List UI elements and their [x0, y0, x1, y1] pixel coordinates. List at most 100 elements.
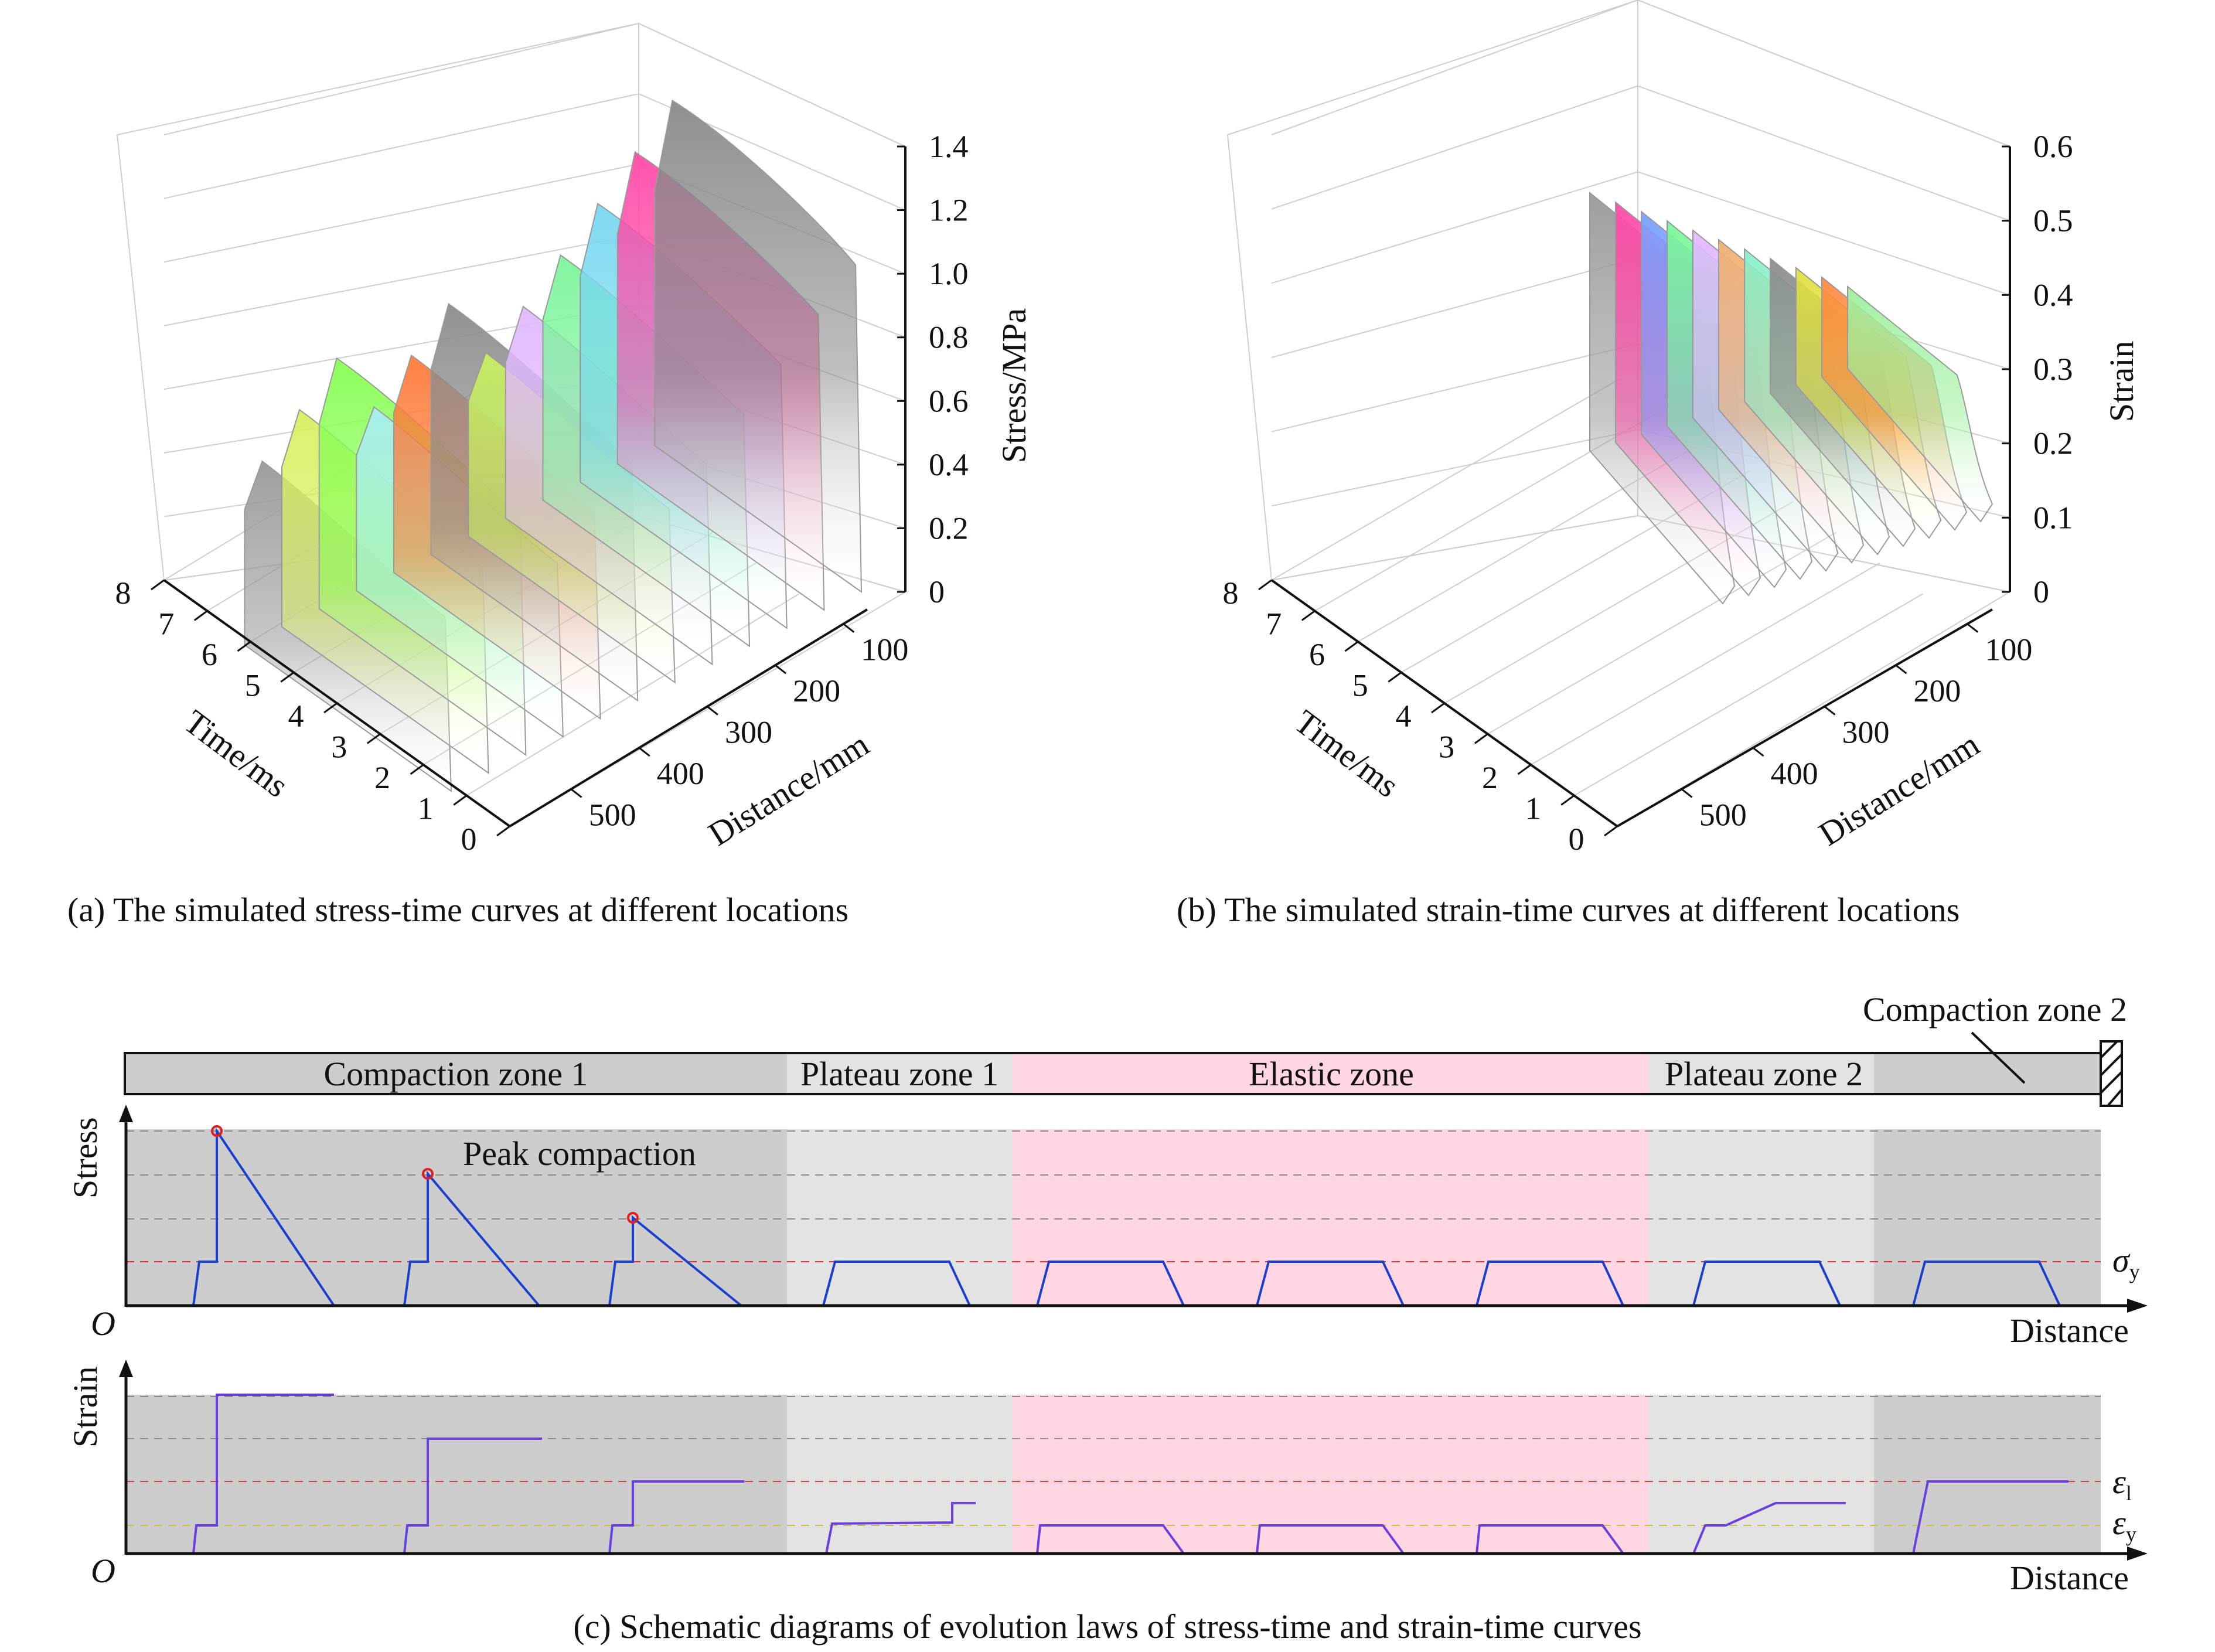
stress-y-arrow [119, 1105, 133, 1122]
epsilon-y-label: εy [2112, 1504, 2136, 1546]
zone-label-compaction-2: Compaction zone 2 [1863, 990, 2127, 1028]
distance-tick-mark [707, 706, 718, 716]
panel-a-distance-axis [509, 608, 868, 827]
zone-bar-plateau-1 [787, 1053, 1013, 1094]
strain-y-arrow [119, 1360, 133, 1377]
distance-tick-mark [1752, 747, 1764, 757]
time-tick-mark [1604, 825, 1618, 837]
time-tick-label: 7 [158, 607, 174, 642]
time-tick-label: 1 [418, 791, 434, 826]
zone-bar-compaction-2 [1874, 1053, 2101, 1094]
panel-c-schematic: Compaction zone 1 Plateau zone 1 Elastic… [66, 990, 2148, 1646]
distance-tick-label: 500 [589, 798, 636, 833]
distance-tick-label: 300 [725, 715, 772, 750]
z-tick-label: 0 [929, 574, 945, 609]
stress-plateau-curve [1692, 1261, 1841, 1306]
time-tick-label: 2 [1482, 760, 1498, 795]
distance-tick-label: 100 [1985, 632, 2032, 667]
stress-origin-label: O [91, 1304, 115, 1343]
strain-compaction-curve [1912, 1480, 2069, 1554]
strain-elastic-curve [1256, 1524, 1405, 1555]
stress-plateau-curve [822, 1261, 971, 1306]
strain-plateau-curve [1692, 1502, 1846, 1554]
z-tick-label: 0.6 [2033, 129, 2073, 164]
panel-a-caption: (a) The simulated stress-time curves at … [67, 891, 848, 929]
z-gridline [163, 22, 906, 147]
stress-compaction-curve [192, 1127, 335, 1307]
distance-tick-mark [775, 664, 787, 675]
strain-compaction-curve [192, 1394, 334, 1554]
strain-compaction-curve [608, 1480, 744, 1554]
z-gridline [1271, 515, 2010, 592]
distance-tick-label: 400 [657, 756, 704, 791]
time-tick-mark [1517, 764, 1532, 775]
zone-bar-plateau-2 [1648, 1053, 1874, 1094]
floor-gridline [1530, 563, 1880, 765]
panel-b-curves [1589, 191, 1993, 605]
panel-a-time-label: Time/ms [177, 702, 295, 805]
time-tick-mark [1388, 672, 1402, 683]
strain-schematic: Strain O Distance εl εy [66, 1360, 2148, 1597]
distance-tick-mark [1824, 706, 1836, 716]
floor-gridline [1271, 378, 1621, 581]
time-tick-mark [151, 579, 165, 591]
z-tick-label: 0.4 [2033, 277, 2073, 312]
strain-plateau-curve [825, 1502, 976, 1554]
strain-x-arrow [2127, 1547, 2148, 1561]
time-tick-mark [1560, 795, 1575, 806]
stress-plateau-curve [1256, 1261, 1405, 1306]
distance-tick-label: 200 [793, 673, 840, 709]
strain-elastic-curve [1036, 1524, 1185, 1555]
zone-bar-compaction-1 [125, 1053, 787, 1094]
panel-b-distance-label: Distance/mm [1812, 725, 1986, 853]
epsilon-l-label: εl [2112, 1463, 2132, 1505]
fixed-end-hatch [2100, 1040, 2123, 1107]
z-gridline [163, 93, 906, 211]
panel-b-caption: (b) The simulated strain-time curves at … [1177, 891, 1960, 929]
stress-compaction-curve [608, 1215, 742, 1307]
panel-b-strain-label: Strain [2102, 340, 2141, 422]
time-tick-mark [410, 764, 424, 775]
time-tick-label: 8 [1223, 575, 1239, 611]
curve-ribbon [654, 99, 863, 593]
curve-ribbon [1847, 285, 1993, 523]
distance-tick-label: 500 [1699, 798, 1747, 833]
stress-schematic-curves [192, 1125, 2061, 1307]
panel-b-distance-axis [1616, 608, 1993, 827]
stress-axis-label: Stress [66, 1117, 104, 1198]
strain-origin-label: O [91, 1552, 115, 1590]
time-tick-mark [1474, 733, 1488, 744]
panel-a-stress-label: Stress/MPa [995, 308, 1033, 463]
distance-tick-mark [1967, 623, 1979, 633]
z-tick-label: 0.2 [2033, 426, 2073, 461]
peak-marker [627, 1212, 639, 1224]
z-tick-label: 0 [2033, 574, 2049, 609]
z-tick-label: 0.1 [2033, 500, 2073, 535]
time-tick-label: 5 [245, 668, 261, 703]
panel-a-curves [244, 99, 863, 792]
time-tick-label: 5 [1352, 668, 1368, 703]
z-gridline [1271, 0, 2010, 147]
time-tick-label: 2 [374, 760, 390, 795]
stress-distance-label: Distance [2010, 1312, 2129, 1350]
strain-axis-label: Strain [66, 1366, 104, 1447]
time-tick-mark [453, 795, 468, 806]
time-tick-mark [366, 733, 381, 744]
stress-plateau-curve [1912, 1261, 2061, 1306]
distance-tick-mark [843, 623, 855, 633]
z-tick-label: 0.4 [929, 447, 969, 482]
distance-tick-mark [1895, 664, 1907, 675]
distance-tick-label: 100 [861, 632, 908, 667]
strain-distance-label: Distance [2010, 1559, 2129, 1597]
z-tick-label: 0.5 [2033, 203, 2073, 239]
time-tick-label: 6 [202, 637, 217, 672]
distance-tick-mark [1681, 788, 1693, 798]
distance-tick-label: 200 [1913, 673, 1961, 709]
time-tick-mark [237, 641, 251, 652]
z-tick-label: 1.2 [929, 193, 969, 228]
panel-b-ticks: 00.10.20.30.40.50.6012345678100200300400… [1223, 129, 2073, 857]
zone-label-plateau-1: Plateau zone 1 [800, 1055, 999, 1093]
zone-label-compaction-1: Compaction zone 1 [323, 1055, 588, 1093]
time-tick-mark [1258, 579, 1272, 591]
z-tick-label: 0.2 [929, 510, 969, 546]
